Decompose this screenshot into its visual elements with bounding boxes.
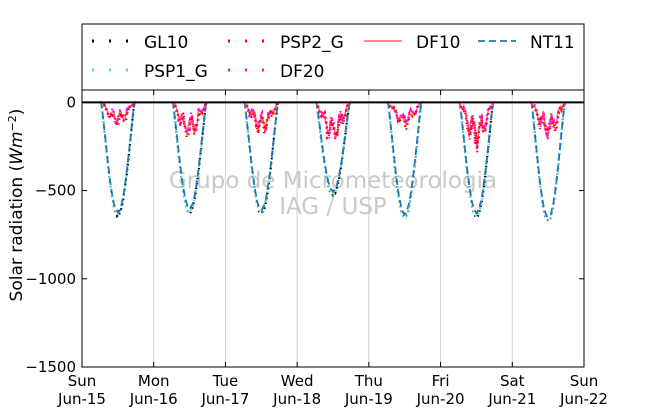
x-tick-date: Jun-18 — [272, 390, 321, 408]
y-tick-label: −1000 — [25, 270, 76, 288]
legend-label-psp2_g: PSP2_G — [280, 33, 344, 53]
series-line-psp1_g — [99, 101, 567, 223]
series-line-nt11 — [99, 101, 567, 219]
x-tick-day: Fri — [432, 372, 450, 390]
x-tick-date: Jun-15 — [57, 390, 106, 408]
x-tick-day: Sun — [570, 372, 599, 390]
plot-frame — [81, 89, 585, 368]
series-line-psp2_g — [99, 101, 567, 153]
series-lines — [99, 101, 567, 224]
legend-label-psp1_g: PSP1_G — [144, 62, 208, 82]
legend-label-df20: DF20 — [280, 62, 325, 82]
grid-lines — [153, 90, 513, 367]
watermark: Grupo de Micrometeorologia IAG / USP — [169, 168, 497, 220]
x-tick-date: Jun-20 — [416, 390, 465, 408]
x-axis-ticks: SunJun-15MonJun-16TueJun-17WedJun-18ThuJ… — [57, 90, 608, 408]
x-tick-date: Jun-21 — [487, 390, 536, 408]
x-tick-date: Jun-22 — [559, 390, 608, 408]
x-tick-date: Jun-17 — [200, 390, 249, 408]
x-tick-day: Wed — [281, 372, 314, 390]
x-tick-day: Tue — [212, 372, 239, 390]
y-tick-label: −500 — [35, 182, 76, 200]
x-tick-date: Jun-16 — [129, 390, 178, 408]
legend-box — [81, 23, 585, 91]
x-tick-date: Jun-19 — [344, 390, 393, 408]
legend-label-gl10: GL10 — [144, 33, 188, 53]
legend-label-nt11: NT11 — [530, 33, 575, 53]
watermark-line-2: IAG / USP — [279, 194, 387, 220]
y-tick-label: 0 — [66, 93, 76, 111]
y-axis-ticks: 0 −500 −1000 −1500 — [25, 93, 584, 376]
series-line-df20 — [99, 101, 567, 149]
x-tick-day: Sat — [500, 372, 525, 390]
y-axis-label: Solar radiation (Wm−2) — [6, 109, 28, 302]
watermark-line-1: Grupo de Micrometeorologia — [169, 168, 497, 194]
legend: GL10 PSP2_G DF10 NT11 PSP1_G DF20 — [81, 23, 585, 91]
x-tick-day: Thu — [354, 372, 383, 390]
y-tick-label: −1500 — [25, 358, 76, 376]
legend-label-df10: DF10 — [416, 33, 461, 53]
x-tick-day: Sun — [68, 372, 97, 390]
x-tick-day: Mon — [138, 372, 170, 390]
